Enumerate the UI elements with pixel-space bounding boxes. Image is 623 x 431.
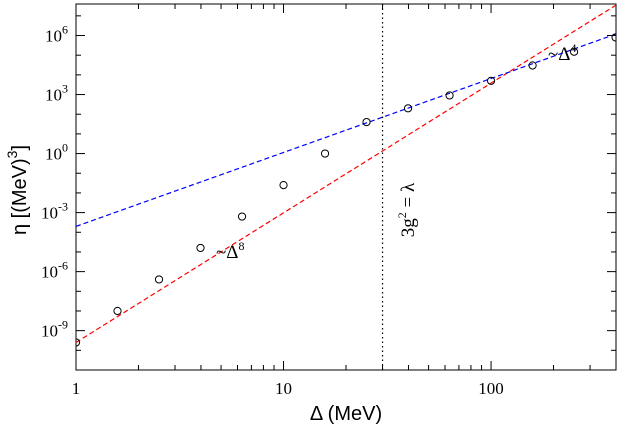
data-point (76, 338, 81, 347)
plot-frame (75, 3, 617, 371)
data-point (611, 33, 616, 42)
data-point (237, 212, 247, 221)
x-tick-label: 100 (478, 379, 504, 398)
y-tick-label: 103 (45, 82, 68, 105)
data-point (528, 61, 537, 70)
data-point (113, 306, 122, 316)
data-point (569, 47, 579, 56)
y-tick-label: 106 (45, 23, 68, 46)
data-point (196, 243, 205, 253)
y-tick-label: 10-6 (41, 259, 68, 282)
fit-line-1 (76, 4, 616, 344)
x-axis-label: Δ (MeV) (310, 403, 382, 425)
series-label-red: ~Δ8 (216, 239, 245, 263)
data-point (362, 117, 371, 127)
data-point (154, 275, 164, 284)
data-point (445, 91, 454, 100)
data-point (486, 76, 496, 85)
data-point (279, 180, 288, 190)
x-tick-label: 10 (275, 379, 292, 398)
vline-label: 3g2 = λ (395, 182, 419, 237)
data-point (320, 149, 330, 158)
y-tick-label: 100 (45, 141, 68, 164)
data-point (403, 104, 413, 113)
y-tick-label: 10-3 (41, 200, 68, 223)
y-axis-label: η [(MeV)3] (4, 145, 31, 235)
series-label-blue: ~Δ4 (548, 41, 577, 65)
x-tick-label: 1 (72, 379, 81, 398)
y-tick-label: 10-9 (41, 318, 68, 341)
